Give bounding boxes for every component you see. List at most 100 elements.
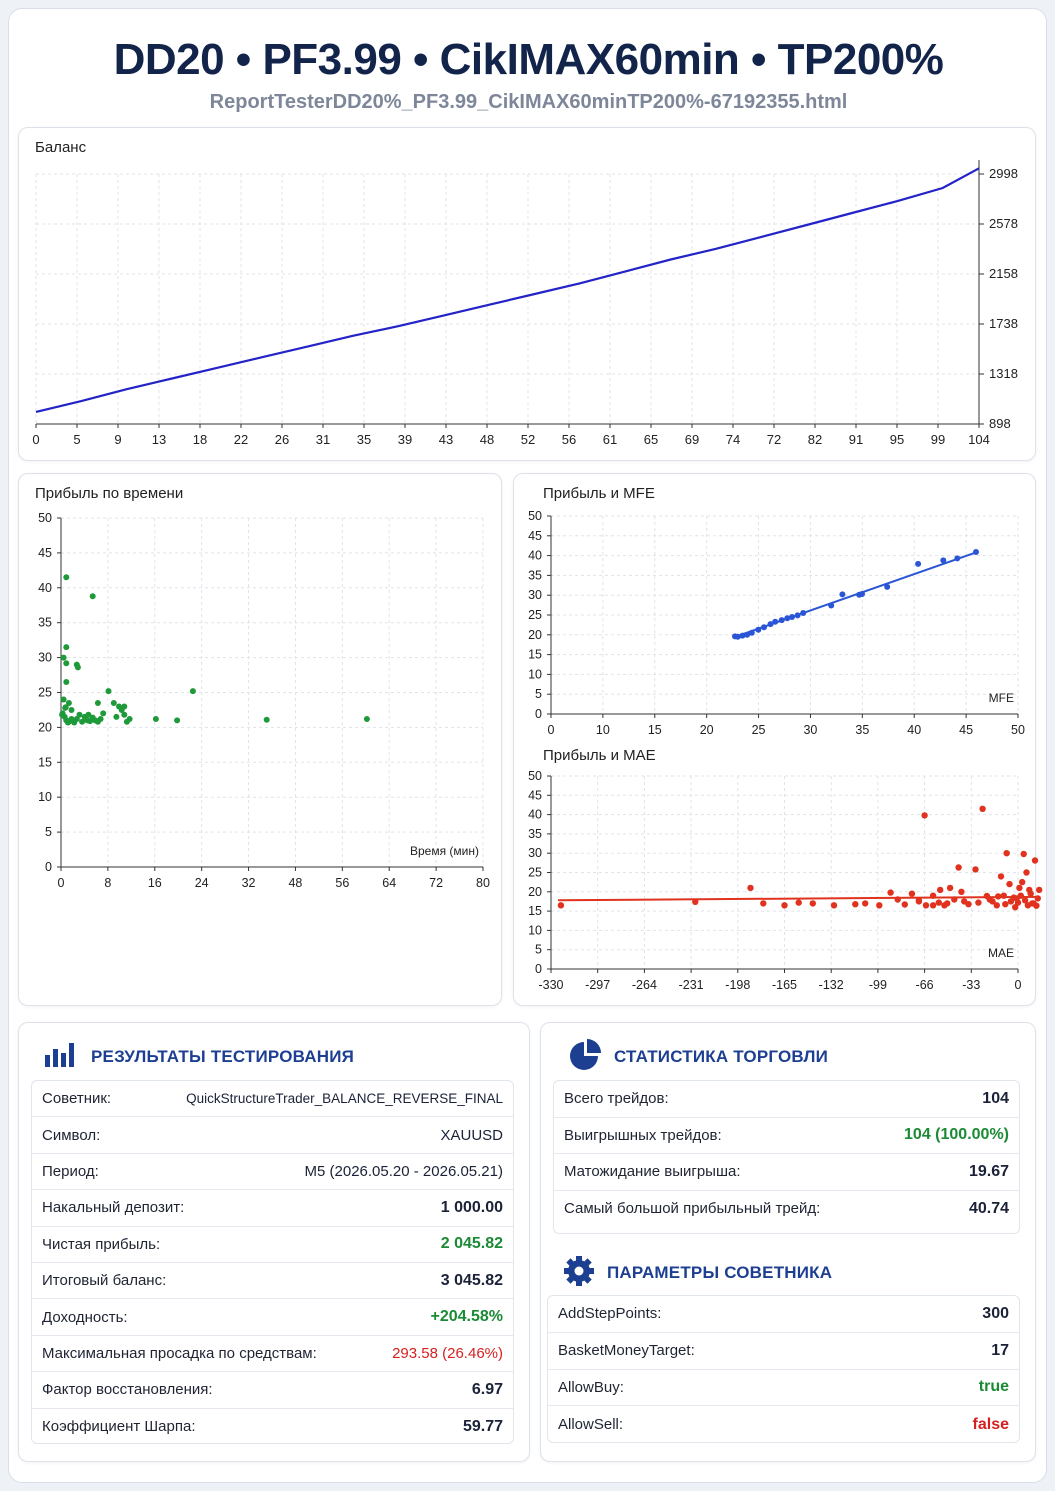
data-point	[89, 593, 96, 600]
table-row: Период: M5 (2026.05.20 - 2026.05.21)	[32, 1154, 513, 1191]
data-point	[174, 717, 181, 724]
x-tick-label: 20	[700, 723, 714, 737]
x-tick-label: 69	[685, 432, 699, 447]
data-point	[692, 898, 699, 905]
y-tick-label: 1738	[989, 316, 1018, 331]
row-label: Накальный депозит:	[42, 1199, 185, 1217]
balance-chart-title: Баланс	[35, 139, 87, 156]
data-point	[809, 900, 816, 907]
row-value: M5 (2026.05.20 - 2026.05.21)	[304, 1162, 503, 1180]
y-tick-label: 35	[528, 827, 542, 841]
x-tick-label: 30	[803, 723, 817, 737]
data-point	[894, 896, 901, 903]
y-tick-label: 45	[38, 546, 52, 560]
x-tick-label: 35	[357, 432, 371, 447]
data-point	[887, 889, 894, 896]
x-tick-label: -231	[679, 978, 704, 992]
data-point	[65, 700, 72, 706]
x-tick-label: -33	[962, 978, 980, 992]
row-label: Коэффициент Шарпа:	[42, 1418, 196, 1436]
x-axis-label: Время (мин)	[410, 844, 479, 858]
data-point	[839, 591, 846, 598]
x-tick-label: 24	[195, 876, 209, 890]
x-tick-label: 56	[562, 432, 576, 447]
mfe-chart-title: Прибыль и MFE	[543, 485, 655, 502]
row-value: 104	[982, 1089, 1009, 1107]
data-point	[60, 654, 67, 661]
row-label: Фактор восстановления:	[42, 1381, 213, 1399]
x-tick-label: -330	[538, 978, 563, 992]
trend-line	[558, 895, 1040, 902]
data-point	[189, 688, 196, 695]
data-point	[921, 812, 928, 819]
data-point	[901, 901, 908, 908]
y-tick-label: 50	[38, 511, 52, 525]
x-tick-label: 0	[1015, 978, 1022, 992]
row-value: 1 000.00	[440, 1198, 503, 1216]
y-tick-label: 15	[528, 648, 542, 662]
data-point	[1023, 869, 1030, 876]
x-tick-label: 10	[596, 723, 610, 737]
data-point	[105, 688, 112, 695]
table-row: Максимальная просадка по средствам: 293.5…	[32, 1336, 513, 1373]
mfe-mae-chart-card: Прибыль и MFE Прибыль и MAE 50 45 40 35 30 25…	[513, 473, 1043, 1006]
results-heading: РЕЗУЛЬТАТЫ ТЕСТИРОВАНИЯ	[91, 1047, 355, 1066]
table-row: Накальный депозит: 1 000.00	[32, 1190, 513, 1227]
x-tick-label: 0	[548, 723, 555, 737]
x-tick-label: 82	[808, 432, 822, 447]
data-point	[1033, 902, 1040, 909]
y-tick-label: 20	[528, 628, 542, 642]
data-point	[1027, 890, 1034, 897]
x-tick-label: -165	[772, 978, 797, 992]
y-tick-label: 5	[535, 687, 542, 701]
data-point	[922, 902, 930, 909]
y-tick-label: 35	[528, 568, 542, 582]
y-tick-label: 30	[528, 846, 542, 860]
data-point	[958, 888, 965, 895]
data-point	[997, 873, 1005, 880]
time-chart-card: Прибыль по времени 50 45 40 35 30 25 20 15 10 5 0 0…	[18, 473, 502, 1006]
data-point	[800, 610, 807, 616]
x-tick-label: 99	[931, 432, 945, 447]
pie-chart-icon	[570, 1039, 601, 1070]
data-point	[126, 716, 133, 722]
x-tick-label: 52	[521, 432, 535, 447]
y-tick-label: 25	[38, 686, 52, 700]
row-value: 300	[982, 1304, 1009, 1322]
data-point	[761, 624, 767, 631]
row-value: 2 045.82	[440, 1235, 503, 1253]
balance-series-line	[35, 167, 980, 413]
x-tick-label: 65	[644, 432, 658, 447]
x-tick-label: 95	[890, 432, 904, 447]
data-point	[1000, 892, 1007, 899]
data-point	[789, 614, 795, 620]
data-point	[1020, 850, 1027, 858]
row-label: AllowSell:	[558, 1416, 624, 1434]
data-point	[940, 557, 947, 564]
data-point	[884, 583, 891, 590]
data-point	[859, 591, 865, 597]
y-tick-label: 0	[45, 860, 52, 874]
params-table: AddStepPoints: 300 BasketMoneyTarget: 17 All…	[547, 1295, 1020, 1443]
x-tick-label: 16	[148, 876, 162, 890]
row-value: XAUUSD	[440, 1126, 503, 1144]
row-label: AddStepPoints:	[558, 1305, 662, 1323]
y-tick-label: 20	[528, 885, 542, 899]
y-tick-label: 1318	[989, 366, 1018, 381]
row-label: Советник:	[42, 1090, 112, 1108]
data-point	[76, 711, 83, 718]
y-tick-label: 898	[989, 416, 1011, 431]
data-point	[755, 626, 762, 633]
data-point	[1031, 857, 1039, 864]
row-label: Доходность:	[42, 1308, 128, 1326]
x-tick-label: 72	[767, 432, 781, 447]
row-value: false	[972, 1415, 1009, 1433]
table-row: Чистая прибыль: 2 045.82	[32, 1227, 513, 1263]
table-row: BasketMoneyTarget: 17	[548, 1333, 1019, 1370]
table-row: Коэффициент Шарпа: 59.77	[32, 1409, 513, 1443]
y-tick-label: 15	[38, 755, 52, 769]
data-point	[784, 615, 791, 622]
data-point	[1013, 895, 1020, 902]
